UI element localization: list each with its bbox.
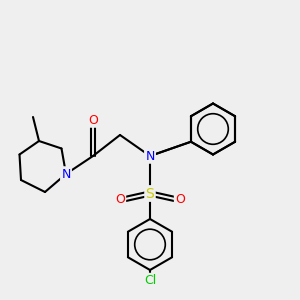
Text: N: N <box>145 149 155 163</box>
Text: O: O <box>88 113 98 127</box>
Text: O: O <box>175 193 185 206</box>
Text: S: S <box>146 187 154 200</box>
Text: N: N <box>61 167 71 181</box>
Text: O: O <box>115 193 125 206</box>
Text: Cl: Cl <box>144 274 156 287</box>
